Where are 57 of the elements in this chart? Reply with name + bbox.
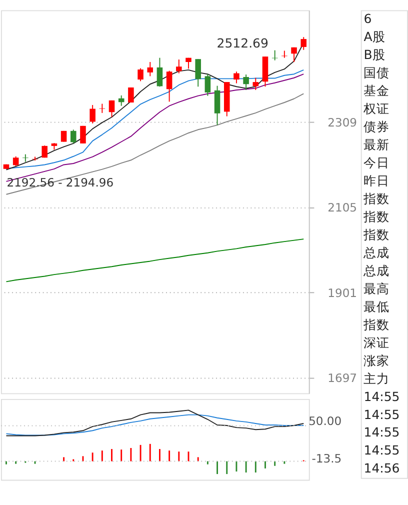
text: 指数 (362, 208, 390, 224)
annotation: 50.00 (308, 414, 342, 428)
candlestick (90, 104, 96, 124)
text: 14:55 (364, 424, 400, 440)
text: 总成 (362, 262, 390, 278)
candlestick (176, 59, 182, 74)
text: 昨日 (364, 172, 390, 188)
text: 14:56 (364, 460, 400, 476)
candlestick (234, 71, 240, 84)
candlestick (204, 74, 211, 96)
text: 涨家 (364, 352, 390, 368)
candlestick (243, 74, 249, 90)
candlestick (166, 70, 172, 102)
text: 14:55 (364, 388, 400, 404)
y-tick-label: 1697 (328, 371, 358, 386)
candlestick (138, 68, 144, 82)
candlestick (156, 57, 163, 88)
text: A股 (364, 29, 386, 44)
candlestick (42, 145, 48, 158)
candlestick (12, 156, 19, 166)
candlestick (195, 58, 201, 88)
candlestick (282, 50, 288, 58)
text: 14:55 (364, 442, 400, 458)
line-series (6, 238, 304, 282)
text: 14:55 (364, 406, 400, 422)
y-tick-label: 2105 (328, 200, 358, 215)
text: 今日 (364, 154, 390, 170)
candlestick (108, 100, 115, 118)
candlestick (80, 125, 86, 144)
candlestick (147, 62, 154, 77)
text: 主力 (364, 370, 390, 386)
text: 最低 (364, 298, 390, 314)
text: 指数 (362, 316, 390, 332)
line-series (6, 93, 304, 195)
candlestick (99, 103, 106, 114)
text: -13.5 (312, 451, 342, 466)
text: 6 (364, 11, 372, 26)
text: 债券 (364, 118, 390, 134)
candlestick (214, 85, 220, 126)
y-tick-label: 2309 (328, 115, 358, 130)
candlestick (22, 154, 28, 162)
candlestick (300, 36, 306, 50)
text: 最高 (364, 280, 390, 296)
text: 权证 (362, 100, 390, 116)
text: B股 (364, 47, 386, 62)
text: 基金 (364, 83, 390, 98)
text: 指数 (362, 226, 390, 242)
text: 最新 (364, 136, 390, 152)
text: 指数 (362, 190, 390, 206)
candlestick (291, 46, 297, 62)
text: 国债 (364, 65, 390, 80)
y-tick-label: 1901 (328, 286, 358, 300)
annotation: 2512.69 (216, 36, 269, 51)
text: 深证 (364, 334, 390, 350)
candlestick (252, 77, 259, 90)
text: 总成 (362, 244, 390, 260)
candlestick (70, 129, 76, 144)
